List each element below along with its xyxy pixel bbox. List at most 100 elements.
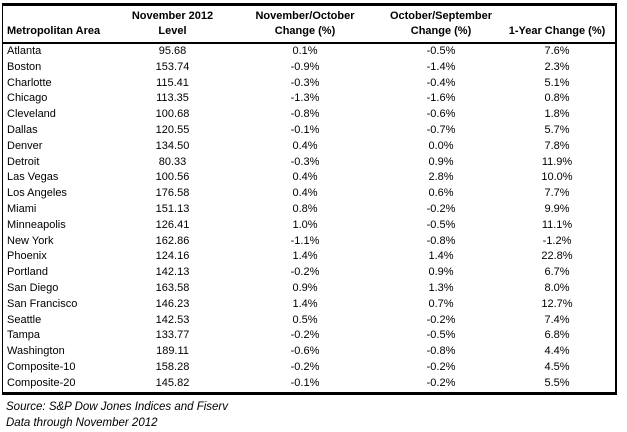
cell-metro-area: Dallas [7,123,38,136]
table-row: Las Vegas 100.56 0.4% 2.8% 10.0% [3,170,616,186]
table-row: Dallas 120.55 -0.1% -0.7% 5.7% [3,123,616,139]
cell-oct-sep-change: -0.2% [426,313,456,326]
cell-oct-sep-change: -0.7% [426,123,456,136]
table-row: Miami 151.13 0.8% -0.2% 9.9% [3,202,616,218]
table-row: Denver 134.50 0.4% 0.0% 7.8% [3,139,616,155]
cell-nov-oct-change: 1.4% [292,250,318,263]
cell-metro-area: New York [7,234,54,247]
table-row: Composite-20 145.82 -0.1% -0.2% 5.5% [3,376,616,393]
table-row: Los Angeles 176.58 0.4% 0.6% 7.7% [3,186,616,202]
cell-1yr-change: 0.8% [544,92,570,105]
cell-1yr-change: 1.8% [544,108,570,121]
cell-nov-oct-change: 0.1% [292,45,318,57]
cell-oct-sep-change: -1.4% [426,60,456,73]
cell-level: 95.68 [158,45,187,57]
cell-1yr-change: 10.0% [541,171,573,184]
cell-level: 153.74 [155,60,190,73]
cell-1yr-change: 5.7% [544,123,570,136]
cell-nov-oct-change: 1.4% [292,297,318,310]
cell-level: 80.33 [158,155,187,168]
col-header-nov-oct-change: November/October Change (%) [227,4,383,44]
metro-area-price-table: Metropolitan Area November 2012 Level No… [2,3,617,395]
table-body: Atlanta 95.68 0.1% -0.5% 7.6% Boston 153.74 -0.… [3,43,616,393]
cell-level: 163.58 [155,281,190,294]
header-line2: Level [158,25,187,37]
cell-1yr-change: 7.8% [544,139,570,152]
cell-level: 115.41 [156,76,189,89]
cell-oct-sep-change: 0.9% [428,266,454,279]
cell-metro-area: Tampa [7,329,41,342]
cell-nov-oct-change: -0.1% [290,376,320,389]
cell-level: 113.35 [156,92,189,105]
cell-1yr-change: 5.1% [544,76,570,89]
cell-oct-sep-change: 0.9% [428,155,454,168]
header-line2: Change (%) [274,25,336,37]
cell-oct-sep-change: -0.5% [426,329,456,342]
table-row: Atlanta 95.68 0.1% -0.5% 7.6% [3,43,616,60]
cell-nov-oct-change: -0.9% [290,60,320,73]
cell-1yr-change: 22.8% [541,250,573,263]
cell-metro-area: San Diego [7,281,59,294]
cell-level: 133.77 [155,329,190,342]
cell-oct-sep-change: -0.2% [426,376,456,389]
cell-metro-area: Boston [7,60,42,73]
cell-metro-area: Minneapolis [7,218,66,231]
cell-metro-area: Charlotte [7,76,52,89]
cell-nov-oct-change: 0.8% [292,202,318,215]
cell-level: 124.16 [155,250,190,263]
data-through-note: Data through November 2012 [6,417,158,430]
cell-oct-sep-change: -0.5% [426,45,456,57]
table-row: Boston 153.74 -0.9% -1.4% 2.3% [3,60,616,76]
cell-1yr-change: 7.6% [544,45,570,57]
header-line2: Metropolitan Area [7,25,101,37]
cell-oct-sep-change: -1.6% [426,92,456,105]
cell-metro-area: Composite-10 [7,360,76,373]
cell-metro-area: Las Vegas [7,171,59,184]
cell-oct-sep-change: -0.8% [426,234,456,247]
cell-1yr-change: 12.7% [541,297,573,310]
table-row: Charlotte 115.41 -0.3% -0.4% 5.1% [3,76,616,92]
table-footnotes: Source: S&P Dow Jones Indices and Fiserv… [2,395,627,432]
table-row: San Diego 163.58 0.9% 1.3% 8.0% [3,281,616,297]
cell-oct-sep-change: 0.7% [428,297,454,310]
cell-nov-oct-change: 0.5% [292,313,318,326]
cell-level: 100.68 [155,108,190,121]
cell-level: 142.13 [155,266,190,279]
cell-metro-area: Phoenix [7,250,47,263]
col-header-oct-sep-change: October/September Change (%) [382,4,500,44]
cell-oct-sep-change: 2.8% [428,171,454,184]
cell-metro-area: Atlanta [7,45,42,57]
cell-1yr-change: 7.4% [544,313,570,326]
cell-oct-sep-change: 0.6% [428,187,454,200]
table-header: Metropolitan Area November 2012 Level No… [2,4,616,44]
table-row: Washington 189.11 -0.6% -0.8% 4.4% [3,344,616,360]
cell-level: 100.56 [155,171,190,184]
header-line2: Change (%) [410,25,472,37]
cell-1yr-change: 8.0% [544,281,570,294]
cell-metro-area: Chicago [7,92,48,105]
cell-nov-oct-change: 1.0% [292,218,318,231]
cell-nov-oct-change: 0.9% [292,281,318,294]
cell-1yr-change: 9.9% [544,202,570,215]
header-line1: November/October [255,10,355,22]
cell-metro-area: San Francisco [7,297,78,310]
cell-level: 126.41 [155,218,190,231]
cell-1yr-change: 11.9% [541,155,573,168]
header-line1: November 2012 [131,10,214,22]
table-row: Composite-10 158.28 -0.2% -0.2% 4.5% [3,360,616,376]
cell-nov-oct-change: -0.6% [290,345,320,358]
cell-1yr-change: 4.5% [544,360,570,373]
cell-level: 189.11 [156,345,189,358]
table-row: Cleveland 100.68 -0.8% -0.6% 1.8% [3,107,616,123]
table-row: Phoenix 124.16 1.4% 1.4% 22.8% [3,249,616,265]
cell-metro-area: Composite-20 [7,376,76,389]
cell-level: 142.53 [155,313,190,326]
cell-nov-oct-change: 0.4% [292,139,318,152]
cell-1yr-change: 5.5% [544,376,570,389]
cell-1yr-change: 11.1% [541,218,573,231]
cell-1yr-change: -1.2% [542,234,572,247]
cell-nov-oct-change: 0.4% [292,171,318,184]
cell-metro-area: Denver [7,139,43,152]
cell-oct-sep-change: 0.0% [428,139,454,152]
